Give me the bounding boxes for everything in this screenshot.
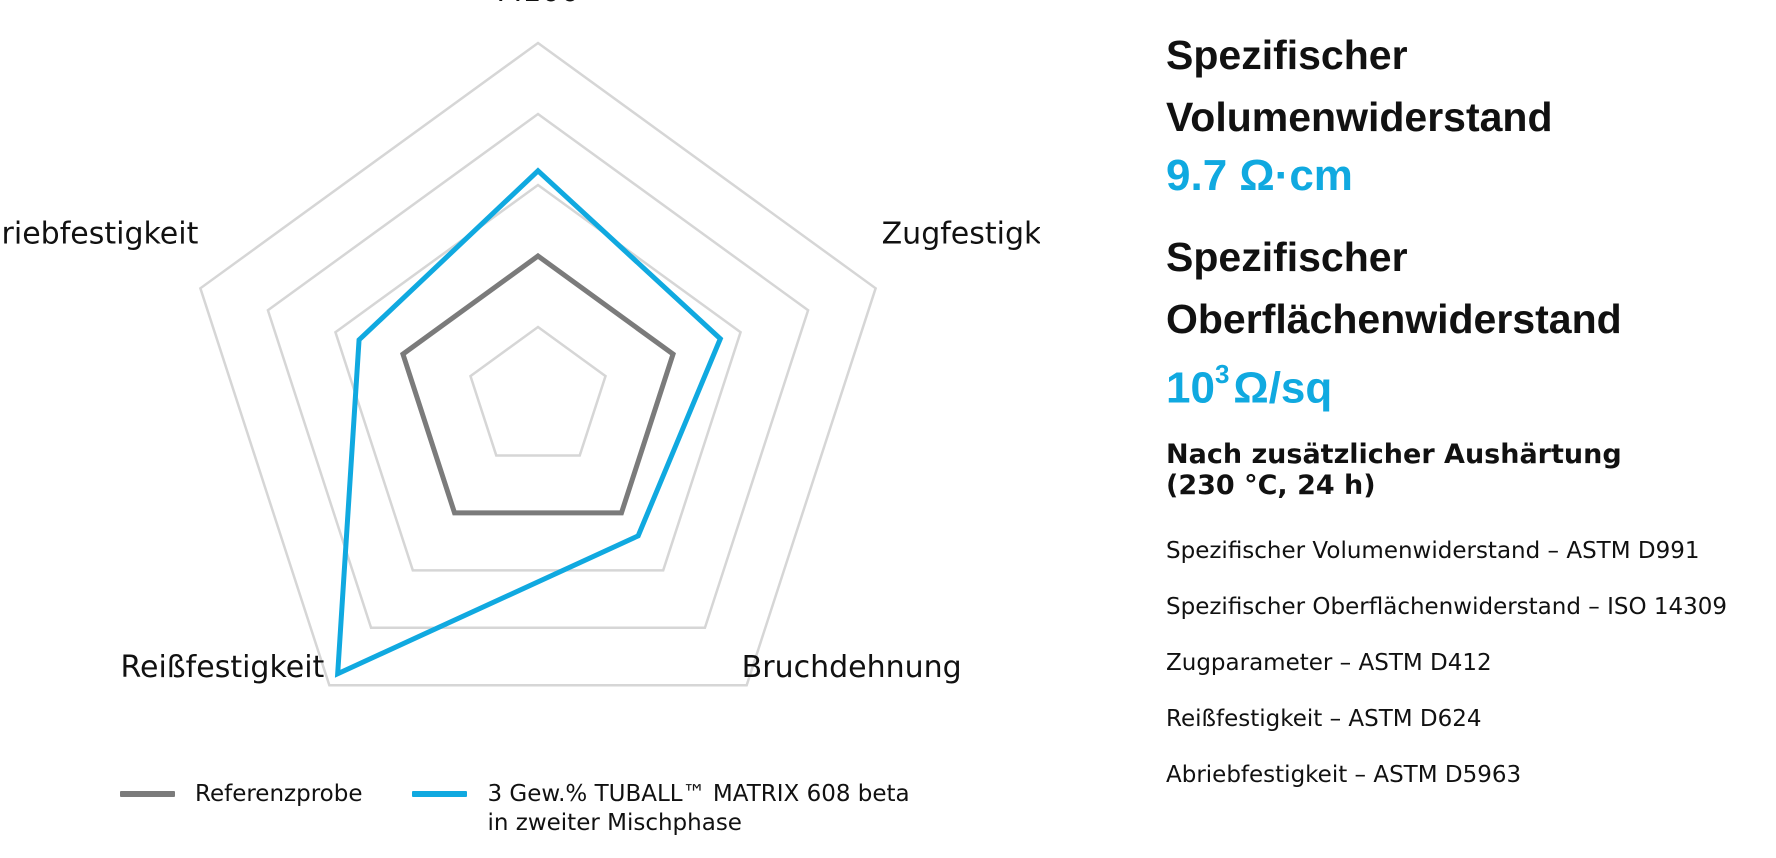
- grid-ring-4: [266, 112, 810, 630]
- surface-value-unit: Ω/sq: [1233, 363, 1333, 413]
- grid-ring-5: [198, 41, 878, 687]
- axis-label: M100: [496, 0, 579, 9]
- surface-resistivity-value: 103Ω/sq: [1166, 350, 1766, 417]
- standard-item: Abriebfestigkeit – ASTM D5963: [1166, 761, 1522, 788]
- radar-axis-labels: M100 Zugfestigkeit Bruchdehnung Reißfestigk…: [0, 0, 1040, 685]
- grid-ring-1: [469, 325, 607, 457]
- radar-grid: [198, 41, 878, 687]
- chart-legend: Referenzprobe 3 Gew.% TUBALL™ MATRIX 608…: [120, 780, 960, 838]
- legend-item-reference: Referenzprobe: [120, 780, 362, 809]
- volume-resistivity-heading-line1: Spezifischer: [1166, 32, 1408, 78]
- standard-item: Zugparameter – ASTM D412: [1166, 649, 1492, 676]
- cure-condition-heading: Nach zusätzlicher Aushärtung (230 °C, 24…: [1166, 438, 1622, 501]
- series-polygon-1: [334, 167, 724, 678]
- surface-value-base: 10: [1166, 363, 1215, 413]
- surface-resistivity-heading-line2: Oberflächenwiderstand: [1166, 296, 1622, 342]
- axis-label: Bruchdehnung: [742, 650, 962, 685]
- legend-label-reference: Referenzprobe: [195, 781, 363, 807]
- standard-item: Reißfestigkeit – ASTM D624: [1166, 705, 1482, 732]
- legend-label-tuball: 3 Gew.% TUBALL™ MATRIX 608 beta in zweit…: [487, 781, 910, 836]
- legend-item-tuball: 3 Gew.% TUBALL™ MATRIX 608 beta in zweit…: [412, 780, 910, 838]
- surface-value-exponent: 3: [1214, 359, 1230, 389]
- grid-ring-3: [333, 183, 743, 572]
- standard-item: Spezifischer Volumenwiderstand – ASTM D9…: [1166, 537, 1700, 564]
- radar-series: [334, 167, 724, 678]
- axis-label: Reißfestigkeit: [120, 650, 324, 685]
- standard-item: Spezifischer Oberflächenwiderstand – ISO…: [1166, 593, 1728, 620]
- surface-resistivity-heading-line1: Spezifischer: [1166, 234, 1408, 280]
- legend-swatch-tuball: [412, 791, 468, 797]
- axis-label: Zugfestigkeit: [882, 216, 1040, 251]
- properties-panel: Spezifischer Volumenwiderstand 9.7 Ω·cm …: [1166, 24, 1766, 803]
- volume-resistivity-value: 9.7 Ω·cm: [1166, 151, 1353, 200]
- axis-label: Abriebfestigkeit: [0, 216, 199, 251]
- legend-swatch-reference: [120, 791, 175, 797]
- series-polygon-0: [400, 252, 676, 516]
- volume-resistivity-heading-line2: Volumenwiderstand: [1166, 94, 1553, 140]
- standards-list: Spezifischer Volumenwiderstand – ASTM D9…: [1166, 523, 1766, 803]
- radar-chart: M100 Zugfestigkeit Bruchdehnung Reißfestigk…: [0, 0, 1040, 687]
